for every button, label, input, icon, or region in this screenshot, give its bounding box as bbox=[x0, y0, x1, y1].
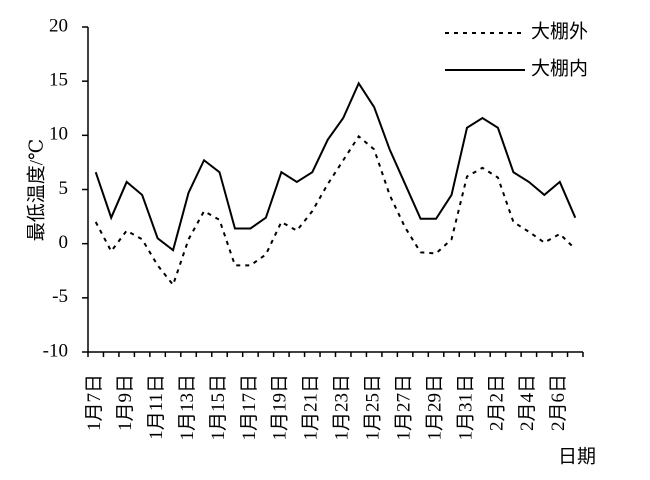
y-tick-label: 0 bbox=[59, 232, 69, 253]
legend-label: 大棚外 bbox=[531, 20, 588, 42]
x-axis-label: 日期 bbox=[558, 445, 596, 467]
y-tick-label: 20 bbox=[49, 15, 68, 36]
x-tick-label: 2月2日 bbox=[486, 374, 507, 431]
x-tick-label: 1月27日 bbox=[393, 374, 414, 441]
x-tick-label: 1月19日 bbox=[270, 374, 291, 441]
y-tick-label: 15 bbox=[49, 70, 68, 91]
series-line bbox=[94, 134, 576, 287]
x-tick-label: 1月15日 bbox=[208, 374, 229, 441]
x-tick-label: 1月21日 bbox=[301, 374, 322, 441]
x-tick-label: 1月7日 bbox=[84, 374, 105, 431]
legend-label: 大棚内 bbox=[531, 57, 588, 79]
y-tick-label: -5 bbox=[52, 286, 68, 307]
x-tick-label: 1月23日 bbox=[332, 374, 353, 441]
y-axis-label: 最低温度/℃ bbox=[25, 139, 47, 242]
y-tick-label: 5 bbox=[59, 178, 69, 199]
x-tick-label: 1月11日 bbox=[146, 374, 167, 440]
x-tick-label: 1月25日 bbox=[363, 374, 384, 441]
y-tick-label: 10 bbox=[49, 124, 68, 145]
series-line bbox=[94, 81, 577, 252]
x-tick-label: 1月9日 bbox=[115, 374, 136, 431]
y-tick-label: -10 bbox=[43, 340, 68, 361]
x-tick-label: 1月31日 bbox=[455, 374, 476, 441]
x-tick-label: 2月6日 bbox=[548, 374, 569, 431]
x-tick-label: 1月13日 bbox=[177, 374, 198, 441]
x-tick-label: 1月29日 bbox=[424, 374, 445, 441]
x-tick-label: 1月17日 bbox=[239, 374, 260, 441]
x-tick-label: 2月4日 bbox=[517, 374, 538, 431]
